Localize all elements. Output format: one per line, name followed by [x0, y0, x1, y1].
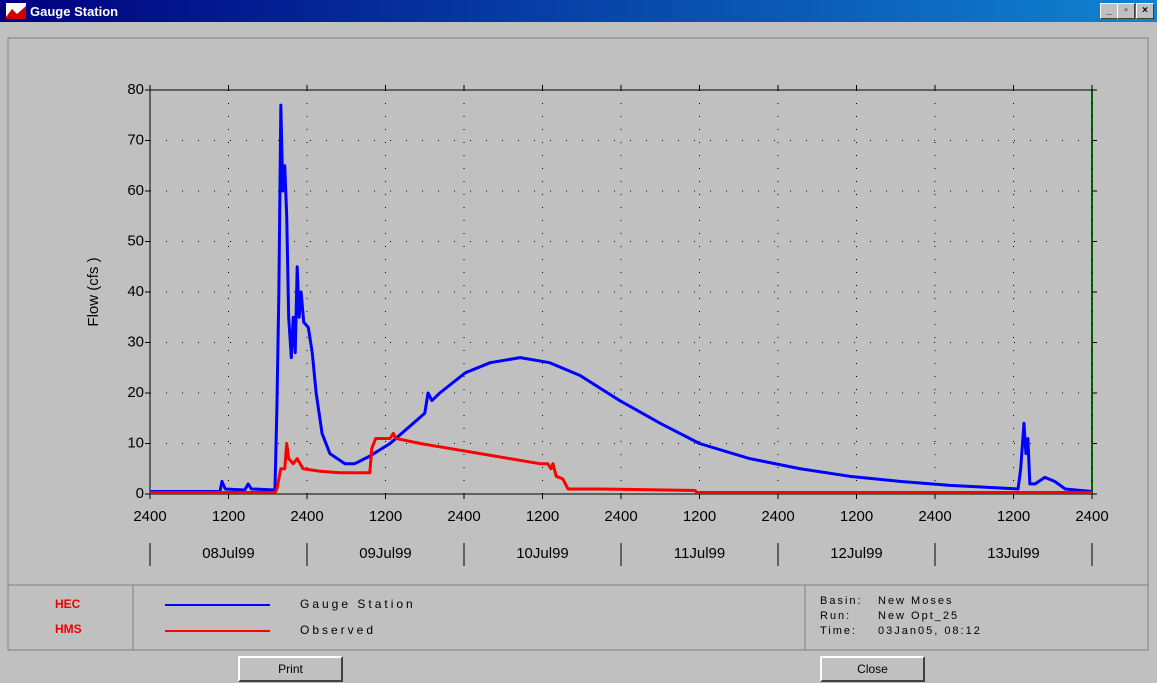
y-tick-label: 40 — [127, 283, 144, 300]
info-value: New Opt_25 — [878, 610, 959, 622]
info-value: New Moses — [878, 595, 953, 607]
y-tick-label: 60 — [127, 182, 144, 199]
data-line — [150, 431, 1092, 494]
info-label: Basin: — [820, 595, 863, 607]
x-tick-label: 1200 — [997, 508, 1030, 525]
day-label: 12Jul99 — [830, 545, 883, 562]
y-tick-label: 0 — [136, 485, 144, 502]
legend-label: Observed — [300, 623, 376, 637]
day-label: 09Jul99 — [359, 545, 412, 562]
x-tick-label: 1200 — [683, 508, 716, 525]
x-tick-label: 2400 — [290, 508, 323, 525]
x-tick-label: 1200 — [840, 508, 873, 525]
logo: HEC — [55, 597, 81, 611]
x-tick-label: 2400 — [761, 508, 794, 525]
x-tick-label: 2400 — [447, 508, 480, 525]
y-tick-label: 80 — [127, 81, 144, 98]
y-axis-label: Flow (cfs ) — [85, 257, 102, 326]
app-icon — [6, 3, 26, 19]
day-label: 08Jul99 — [202, 545, 255, 562]
logo: HMS — [55, 622, 82, 636]
x-tick-label: 1200 — [369, 508, 402, 525]
y-tick-label: 30 — [127, 333, 144, 350]
y-tick-label: 70 — [127, 131, 144, 148]
title-bar: Gauge Station _ ▫ × — [0, 0, 1157, 22]
day-label: 13Jul99 — [987, 545, 1040, 562]
window-title: Gauge Station — [30, 4, 119, 19]
day-label: 10Jul99 — [516, 545, 569, 562]
info-label: Run: — [820, 610, 851, 622]
x-tick-label: 1200 — [212, 508, 245, 525]
print-button[interactable]: Print — [238, 656, 343, 682]
close-button[interactable]: Close — [820, 656, 925, 682]
info-value: 03Jan05, 08:12 — [878, 625, 982, 637]
x-tick-label: 2400 — [1075, 508, 1108, 525]
y-tick-label: 20 — [127, 384, 144, 401]
info-label: Time: — [820, 625, 857, 637]
x-tick-label: 2400 — [918, 508, 951, 525]
x-tick-label: 2400 — [133, 508, 166, 525]
data-line — [150, 103, 1093, 493]
x-tick-label: 2400 — [604, 508, 637, 525]
y-tick-label: 10 — [127, 434, 144, 451]
y-tick-label: 50 — [127, 232, 144, 249]
restore-button[interactable]: ▫ — [1117, 3, 1135, 19]
chart-frame — [7, 37, 1149, 651]
day-label: 11Jul99 — [674, 545, 725, 562]
legend-label: Gauge Station — [300, 597, 416, 611]
x-tick-label: 1200 — [526, 508, 559, 525]
close-window-button[interactable]: × — [1136, 3, 1154, 19]
